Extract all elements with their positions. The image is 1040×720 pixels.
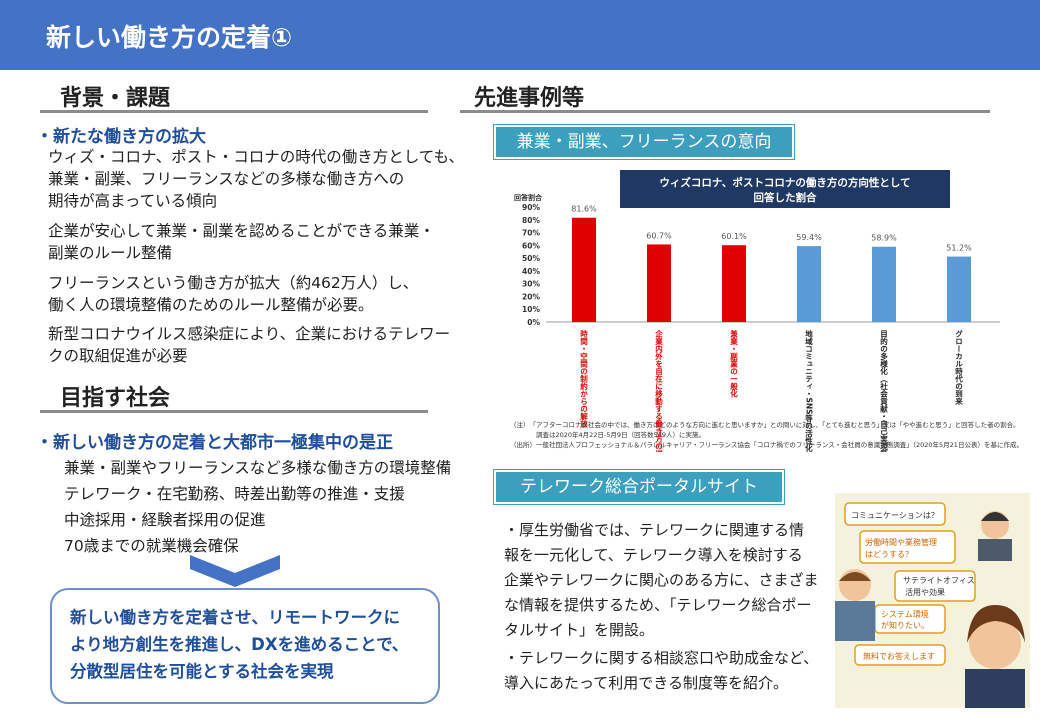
note-line: 調査は2020年4月22日-5月9日（回答数549人）に実施。 [510,431,705,439]
bullet1-text-d: 新型コロナウイルス感染症により、企業におけるテレワー クの取組促進が必要 [48,323,450,367]
bar [947,256,971,322]
bubble-text: コミュニケーションは？ [851,511,939,520]
svg-text:労働時間や業務管理: 労働時間や業務管理 [865,537,937,547]
bar-value-label: 60.7% [646,231,672,240]
svg-text:活用や効果: 活用や効果 [905,587,945,597]
text-line: な情報を提供するため、「テレワーク総合ポー [504,596,812,614]
y-tick-label: 90% [522,203,540,212]
category-label: 企業内外を自在に移動する働き方の増加 [654,329,663,452]
y-tick-label: 10% [522,305,540,314]
cases-underline [460,110,990,113]
text-line: ・厚生労働省では、テレワークに関連する情 [504,521,805,539]
note-line: （注） 「アフターコロナの社会の中では、働き方はどのような方向に進むと思いますか… [510,421,1020,429]
category-label: 目的の多様化（社会貢献・自己実現等） [879,330,888,452]
text-line: 兼業・副業、フリーランスなどの多様な働き方への [48,170,405,188]
telework-illustration: コミュニケーションは？ 労働時間や業務管理 はどうする？ サテライトオフィス 活… [835,493,1030,708]
portal-text-2: ・テレワークに関する相談窓口や助成金など、 導入にあたって利用できる制度等を紹介… [504,646,818,696]
bar [572,217,596,322]
bar [872,246,896,322]
category-label: 時間・空間の制約からの解放 [579,329,588,429]
svg-text:が知りたい。: が知りたい。 [881,620,929,630]
bullet1-text-c: フリーランスという働き方が拡大（約462万人）し、 働く人の環境整備のためのルー… [48,272,418,316]
bar-value-label: 81.6% [571,205,597,214]
text-line: 中途採用・経験者採用の促進 [64,511,266,529]
background-heading: 背景・課題 [60,86,171,111]
text-line: 企業が安心して兼業・副業を認めることができる兼業・ [48,222,435,240]
svg-text:システム環境: システム環境 [881,609,929,619]
text-line: テレワーク・在宅勤務、時差出勤等の推進・支援 [64,485,405,503]
goal-line: より地方創生を推進し、DXを進めることで、 [70,635,409,654]
chart-notes: （注） 「アフターコロナの社会の中では、働き方はどのような方向に進むと思いますか… [510,420,1023,450]
y-tick-label: 30% [522,280,540,289]
goal-line: 分散型居住を可能とする社会を実現 [70,662,334,681]
bar-value-label: 60.1% [721,232,747,241]
bar-value-label: 59.4% [796,233,822,242]
society-underline [40,410,428,413]
bullet2-text: 兼業・副業やフリーランスなど多様な働き方の環境整備 テレワーク・在宅勤務、時差出… [64,455,451,559]
header-bar: 新しい働き方の定着① [0,0,1040,70]
svg-text:はどうする？: はどうする？ [865,550,913,559]
y-tick-label: 50% [522,254,540,263]
bullet2-heading: ・新しい働き方の定着と大都市一極集中の是正 [36,433,393,453]
note-line: （出所）一般社団法人プロフェッショナル＆パラレルキャリア・フリーランス協会「コロ… [510,441,1023,449]
bullet1-text-b: 企業が安心して兼業・副業を認めることができる兼業・ 副業のルール整備 [48,220,435,264]
text-line: 兼業・副業やフリーランスなど多様な働き方の環境整備 [64,459,452,477]
text-line: タルサイト」を開設。 [504,621,655,639]
society-heading: 目指す社会 [60,386,171,411]
goal-box: 新しい働き方を定着させ、リモートワークに より地方創生を推進し、DXを進めること… [50,588,440,704]
chart-title-line: 回答した割合 [754,191,817,204]
text-line: 報を一元化して、テレワーク導入を検討する [504,546,803,564]
bar [797,246,821,322]
svg-text:サテライトオフィス: サテライトオフィス [903,576,975,585]
bullet1-heading: ・新たな働き方の拡大 [36,127,206,147]
page-title: 新しい働き方の定着① [46,23,293,52]
text-line: クの取組促進が必要 [48,347,188,365]
y-tick-label: 20% [522,292,540,301]
text-line: 企業やテレワークに関心のある方に、さまざま [504,571,819,589]
y-axis-label: 回答割合 [514,193,543,202]
tag-side-jobs: 兼業・副業、フリーランスの意向 [494,125,794,159]
y-tick-label: 60% [522,241,540,250]
text-line: フリーランスという働き方が拡大（約462万人）し、 [48,274,419,292]
text-line: 働く人の環境整備のためのルール整備が必要。 [48,296,374,314]
cases-heading: 先進事例等 [474,86,585,111]
category-label: 兼業・副業の一般化 [729,329,738,399]
background-underline [40,110,428,113]
chart-title-line: ウィズコロナ、ポストコロナの働き方の方向性として [659,176,910,189]
category-label: 地域コミュニティ・SNS等の活性化 [804,329,813,452]
bubble-text: 無料でお答えします [863,651,935,661]
y-tick-label: 0% [527,318,540,327]
text-line: 70歳までの就業機会確保 [64,537,239,555]
tag-telework-portal: テレワーク総合ポータルサイト [494,470,784,504]
y-tick-label: 80% [522,216,540,225]
text-line: 副業のルール整備 [48,244,173,262]
bar [722,245,746,322]
text-line: 期待が高まっている傾向 [48,192,218,210]
chevron-down-icon [190,555,280,587]
y-tick-label: 40% [522,267,540,276]
consultation-people-icon: コミュニケーションは？ 労働時間や業務管理 はどうする？ サテライトオフィス 活… [835,493,1030,708]
category-label: グローカル時代の到来 [954,329,963,407]
text-line: ウィズ・コロナ、ポスト・コロナの時代の働き方としても、 [48,148,465,166]
bar-value-label: 51.2% [946,244,972,253]
goal-line: 新しい働き方を定着させ、リモートワークに [70,608,400,627]
portal-text: ・厚生労働省では、テレワークに関連する情 報を一元化して、テレワーク導入を検討す… [504,518,819,643]
bar-value-label: 58.9% [871,234,897,243]
bullet1-text-a: ウィズ・コロナ、ポスト・コロナの時代の働き方としても、 兼業・副業、フリーランス… [48,146,464,212]
text-line: ・テレワークに関する相談窓口や助成金など、 [504,649,819,667]
text-line: 導入にあたって利用できる制度等を紹介。 [504,674,788,692]
chart-title-box [620,170,950,208]
text-line: 新型コロナウイルス感染症により、企業におけるテレワー [48,325,451,343]
bar [647,244,671,322]
y-tick-label: 70% [522,229,540,238]
